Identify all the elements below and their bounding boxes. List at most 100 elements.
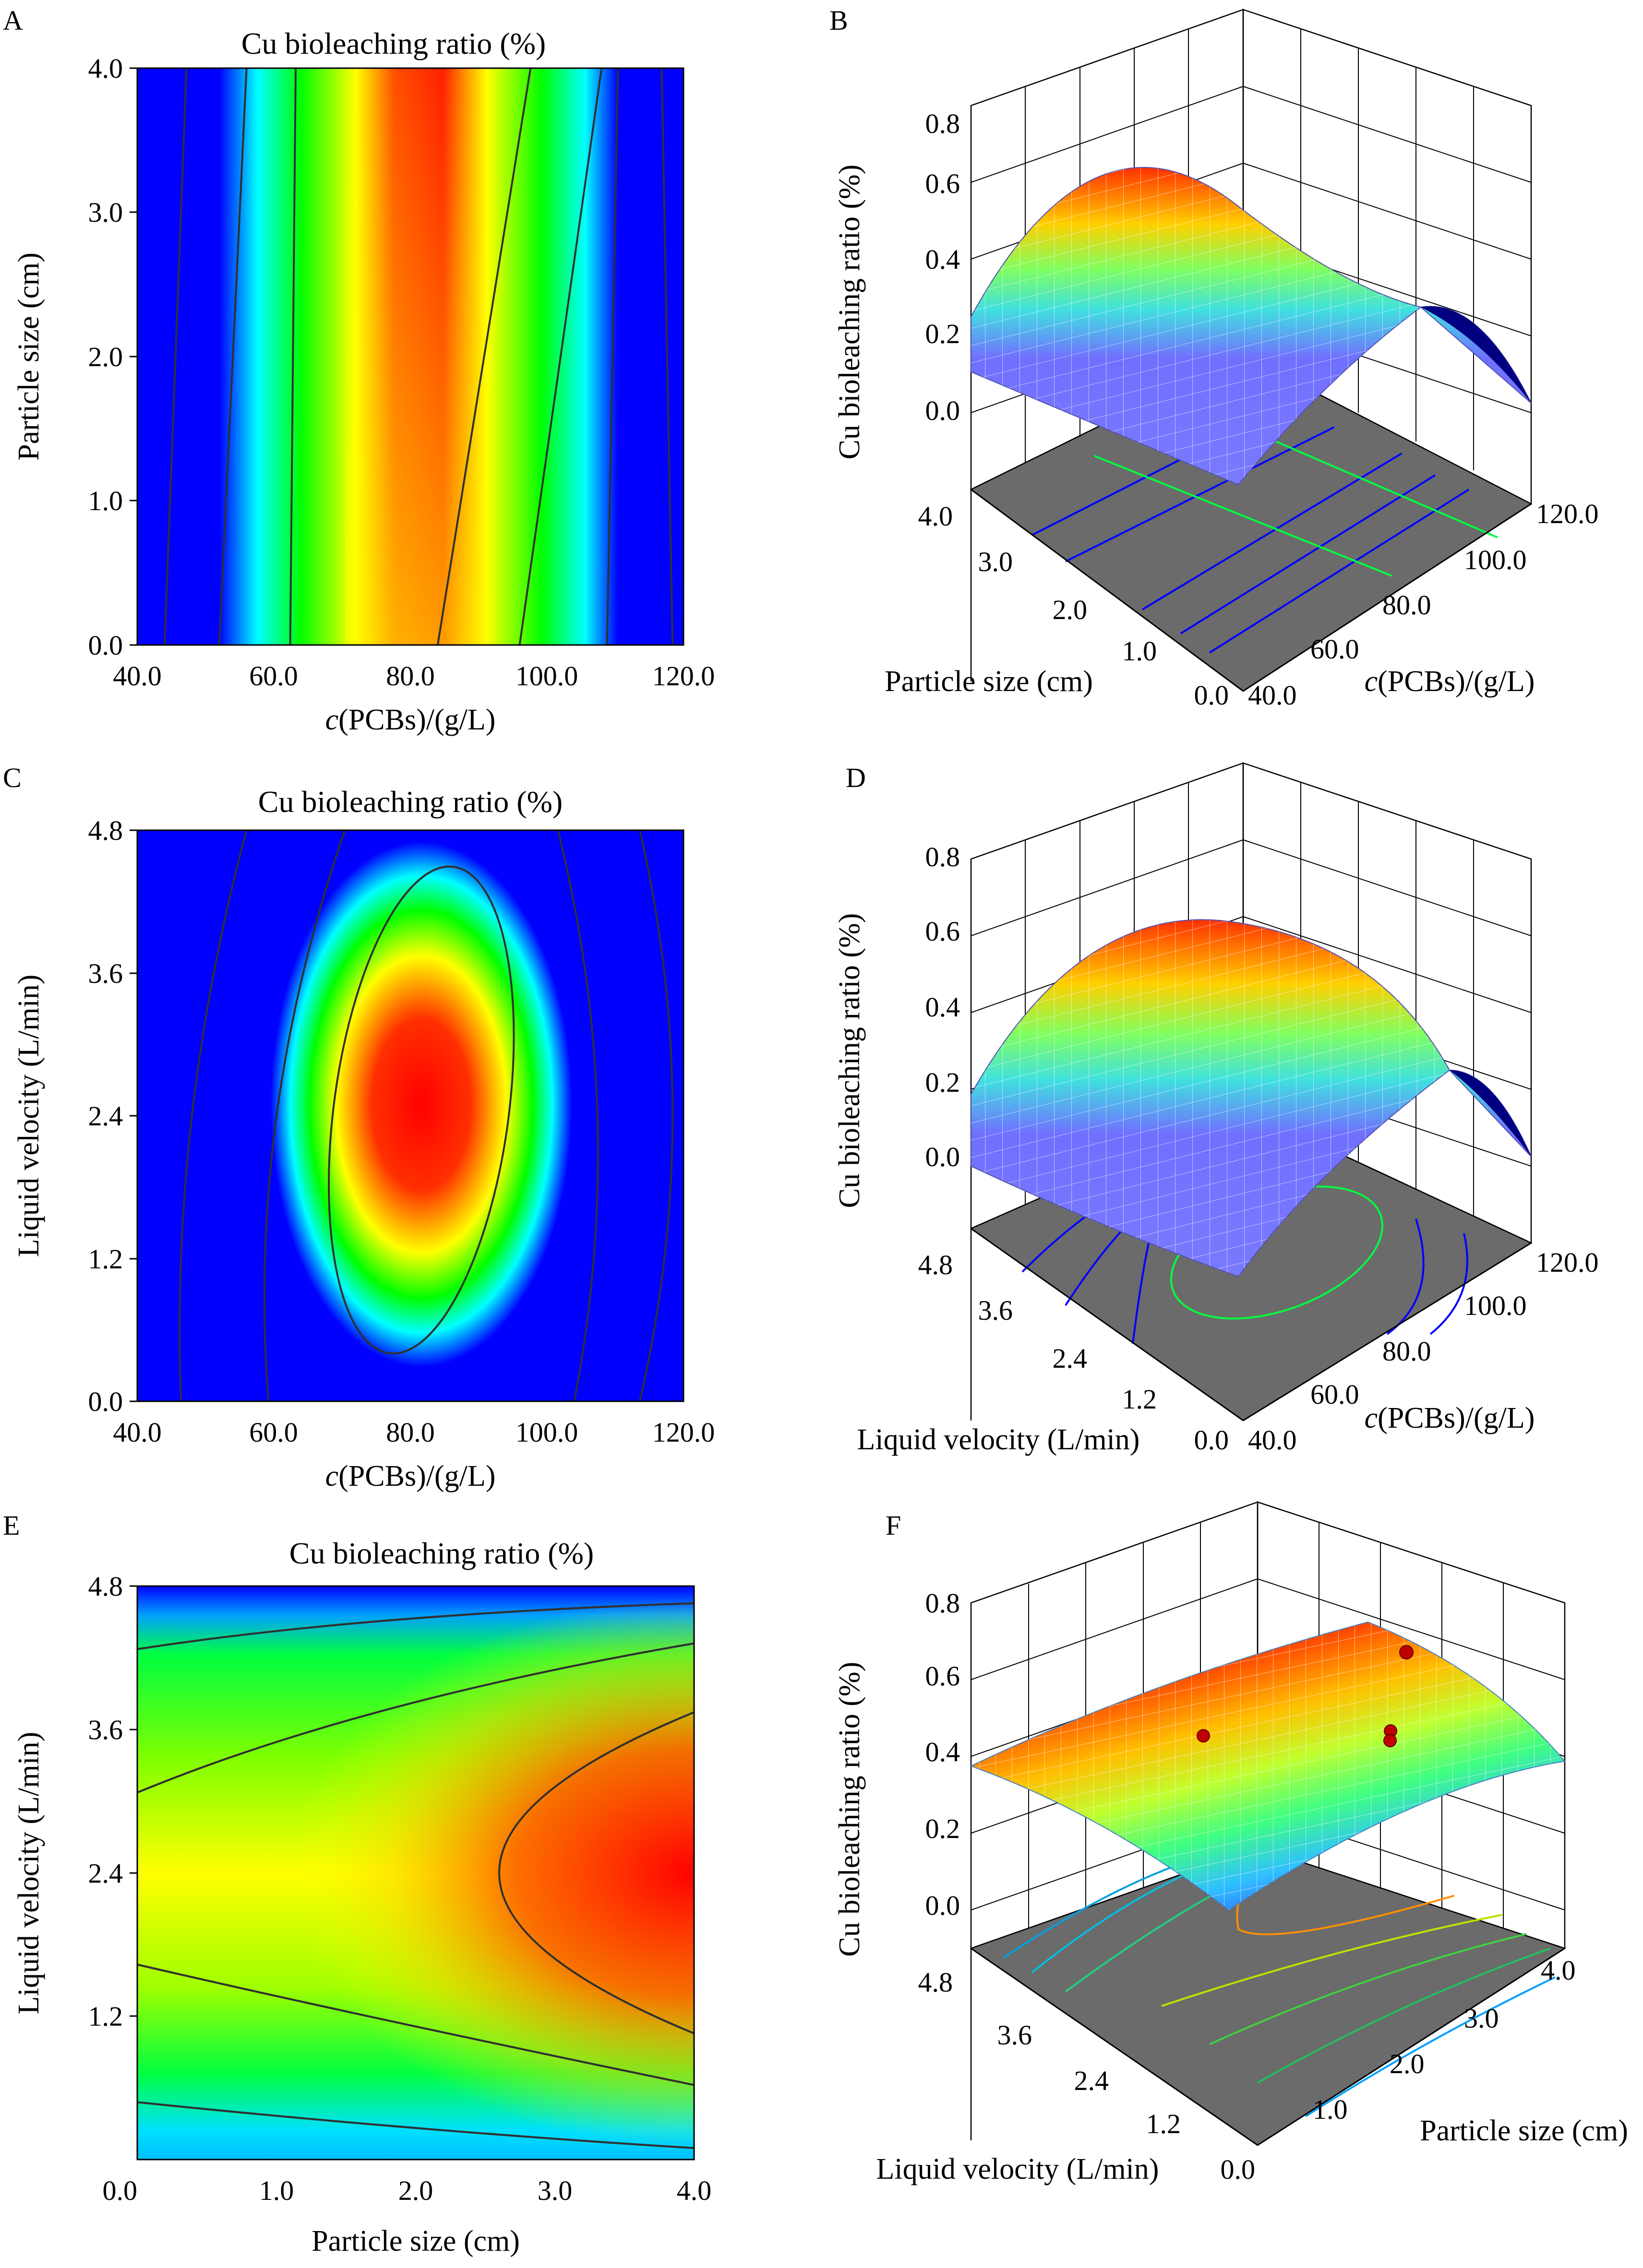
panel-b-xtick-2: 2.0 — [1053, 594, 1088, 625]
panel-f-ztick-1: 0.2 — [925, 1813, 960, 1844]
panel-a-ytick-2: 2.0 — [88, 341, 123, 372]
panel-c-ylabel: Liquid velocity (L/min) — [12, 975, 45, 1257]
panel-f-point-1 — [1399, 1645, 1414, 1659]
panel-d-ytick-1: 60.0 — [1310, 1379, 1359, 1410]
panel-f-axes — [971, 1947, 1565, 2146]
panel-c-xtick-2: 80.0 — [386, 1417, 435, 1448]
panel-letter-e: E — [3, 1510, 20, 1541]
panel-a-xlabel: c(PCBs)/(g/L) — [325, 704, 496, 736]
panel-f-floor — [970, 1847, 1566, 2146]
panel-d-ztick-3: 0.6 — [925, 916, 960, 947]
panel-b-surface-edge — [1421, 306, 1531, 403]
panel-c-xtick-3: 100.0 — [516, 1417, 578, 1448]
panel-b-ztick-0: 0.0 — [925, 395, 960, 426]
panel-c: C Cu bioleaching ratio (%) — [3, 762, 715, 1492]
panel-f-xtick-1: 1.2 — [1146, 2108, 1181, 2139]
panel-c-ytick-2: 2.4 — [88, 1100, 123, 1132]
panel-b-ytick-4: 120.0 — [1536, 498, 1599, 529]
panel-f-xtick-3: 3.6 — [997, 2019, 1032, 2051]
panel-b-ytick-0: 40.0 — [1248, 680, 1297, 711]
panel-a-ytick-4: 4.0 — [88, 53, 123, 84]
panel-a-yticks — [130, 67, 137, 646]
panel-letter-c: C — [3, 762, 22, 793]
panel-b-zlabel: Cu bioleaching ratio (%) — [833, 165, 866, 460]
panel-e-ytick-1: 2.4 — [88, 1858, 123, 1889]
panel-a-xtick-0: 40.0 — [113, 660, 162, 692]
panel-d-ztick-4: 0.8 — [925, 841, 960, 872]
panel-f-point-2 — [1197, 1729, 1210, 1743]
panel-f-surface-mesh — [971, 1622, 1565, 1910]
panel-f-xtick-2: 2.4 — [1074, 2065, 1109, 2096]
panel-d-ztick-0: 0.0 — [925, 1141, 960, 1172]
panel-e-xtick-1: 1.0 — [259, 2175, 294, 2206]
panel-c-title: Cu bioleaching ratio (%) — [258, 785, 563, 819]
panel-b-ztick-4: 0.8 — [925, 108, 960, 139]
panel-b-ztick-3: 0.6 — [925, 168, 960, 199]
panel-e-ylabel: Liquid velocity (L/min) — [12, 1732, 45, 2015]
panel-b-axes — [971, 489, 1532, 692]
panel-e-xlabel: Particle size (cm) — [312, 2225, 520, 2257]
panel-e-xtick-2: 2.0 — [398, 2175, 433, 2206]
panel-f: F — [833, 1501, 1628, 2185]
panel-c-heatmap — [137, 830, 684, 1401]
panel-c-yticks — [130, 829, 137, 1402]
panel-e-heatmap — [137, 1586, 694, 2160]
panel-c-ytick-0: 0.0 — [88, 1386, 123, 1417]
panel-b-xtick-1: 1.0 — [1122, 635, 1157, 667]
panel-c-ytick-3: 3.6 — [88, 958, 123, 989]
panel-c-xlabel: c(PCBs)/(g/L) — [325, 1460, 496, 1492]
panel-d-surface-mesh — [971, 919, 1450, 1277]
panel-a: A Cu bioleaching ratio (%) — [3, 5, 715, 736]
panel-letter-d: D — [846, 762, 866, 793]
panel-e-yticks — [130, 1585, 137, 2017]
panel-d-ytick-3: 100.0 — [1464, 1290, 1527, 1321]
panel-b-xtick-0: 0.0 — [1194, 680, 1229, 711]
panel-f-ztick-2: 0.4 — [925, 1736, 960, 1767]
panel-e-xtick-4: 4.0 — [677, 2175, 712, 2206]
panel-e-title: Cu bioleaching ratio (%) — [289, 1536, 594, 1570]
panel-b-ytick-3: 100.0 — [1464, 544, 1527, 575]
panel-b-ytick-2: 80.0 — [1382, 589, 1431, 621]
panel-a-ytick-1: 1.0 — [88, 485, 123, 516]
panel-b-xlabel: Particle size (cm) — [885, 665, 1093, 698]
panel-f-ytick-2: 3.0 — [1464, 2003, 1499, 2034]
panel-d-ztick-2: 0.4 — [925, 991, 960, 1023]
panel-f-ytick-0: 1.0 — [1313, 2094, 1348, 2125]
panel-a-xtick-1: 60.0 — [249, 660, 298, 692]
panel-f-ztick-4: 0.8 — [925, 1588, 960, 1619]
panel-f-xtick-0: 0.0 — [1221, 2154, 1256, 2185]
panel-b-surface-mesh — [971, 167, 1421, 485]
panel-b-floor-contours — [1031, 397, 1470, 654]
panel-f-ytick-3: 4.0 — [1541, 1955, 1576, 1986]
panel-f-ylabel: Particle size (cm) — [1420, 2114, 1628, 2147]
panel-letter-f: F — [886, 1510, 901, 1541]
panel-d-zlabel: Cu bioleaching ratio (%) — [833, 913, 866, 1208]
panel-a-xtick-2: 80.0 — [386, 660, 435, 692]
panel-f-ztick-3: 0.6 — [925, 1660, 960, 1692]
panel-b-xtick-4: 4.0 — [918, 501, 953, 532]
panel-d-ytick-2: 80.0 — [1382, 1336, 1431, 1367]
panel-c-xtick-0: 40.0 — [113, 1417, 162, 1448]
panel-c-xtick-4: 120.0 — [652, 1417, 715, 1448]
panel-c-xtick-1: 60.0 — [249, 1417, 298, 1448]
panel-d-ztick-1: 0.2 — [925, 1067, 960, 1098]
panel-f-xlabel: Liquid velocity (L/min) — [876, 2153, 1159, 2185]
panel-a-heatmap — [137, 68, 684, 645]
panel-e-ytick-2: 3.6 — [88, 1714, 123, 1745]
panel-d-ytick-0: 40.0 — [1248, 1424, 1297, 1456]
panel-a-title: Cu bioleaching ratio (%) — [241, 26, 546, 60]
panel-f-ytick-1: 2.0 — [1390, 2048, 1425, 2079]
panel-a-ylabel: Particle size (cm) — [12, 252, 45, 461]
panel-e-ytick-0: 1.2 — [88, 2001, 123, 2032]
panel-d-xtick-1: 1.2 — [1122, 1384, 1157, 1415]
panel-a-xtick-3: 100.0 — [516, 660, 578, 692]
panel-a-ytick-0: 0.0 — [88, 630, 123, 661]
panel-b: B — [829, 5, 1599, 711]
panel-d-xtick-3: 3.6 — [978, 1295, 1013, 1326]
panel-c-ytick-4: 4.8 — [88, 815, 123, 846]
panel-c-ytick-1: 1.2 — [88, 1243, 123, 1275]
panel-e-ytick-3: 4.8 — [88, 1571, 123, 1602]
panel-d: D 0.8 — [833, 762, 1599, 1456]
panel-d-xtick-2: 2.4 — [1053, 1343, 1088, 1374]
